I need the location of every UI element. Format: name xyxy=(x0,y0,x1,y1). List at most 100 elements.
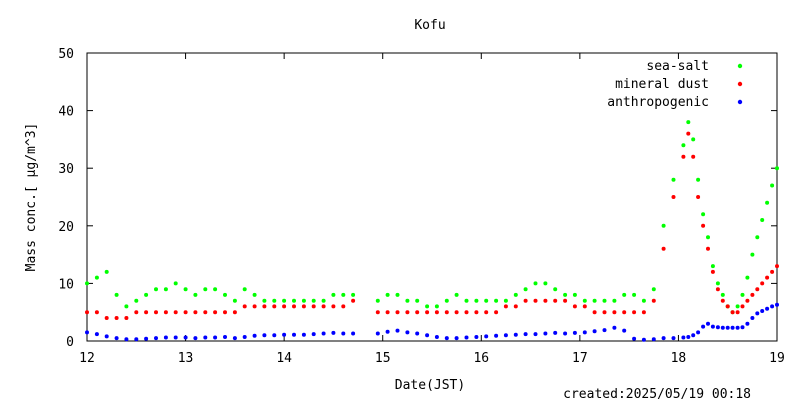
series-sea-salt xyxy=(85,120,779,315)
data-point xyxy=(691,333,696,338)
data-point xyxy=(351,331,356,336)
data-point xyxy=(750,316,755,320)
data-point xyxy=(163,310,168,315)
data-point xyxy=(154,310,158,315)
data-point xyxy=(434,304,439,309)
data-point xyxy=(85,310,89,315)
data-point xyxy=(203,310,208,315)
data-point xyxy=(503,304,508,309)
legend-marker xyxy=(737,99,743,105)
data-point xyxy=(124,337,129,342)
data-point xyxy=(612,310,617,315)
data-point xyxy=(262,333,267,338)
data-point xyxy=(622,292,627,297)
x-tick-label: 16 xyxy=(473,351,489,366)
x-tick-label: 14 xyxy=(276,351,292,366)
data-point xyxy=(341,331,346,336)
data-point xyxy=(651,337,656,342)
data-point xyxy=(681,143,686,148)
data-point xyxy=(415,298,420,303)
data-point xyxy=(641,298,646,303)
data-point xyxy=(425,310,430,315)
data-point xyxy=(602,310,607,315)
data-point xyxy=(533,298,538,303)
data-point xyxy=(701,212,706,217)
data-point xyxy=(632,336,637,341)
data-point xyxy=(114,336,119,341)
data-point xyxy=(282,332,287,337)
data-point xyxy=(503,298,508,303)
data-point xyxy=(681,154,686,159)
x-axis-label: Date(JST) xyxy=(395,378,465,393)
data-point xyxy=(134,310,139,315)
data-point xyxy=(444,336,449,341)
data-point xyxy=(494,333,499,338)
data-point xyxy=(602,328,607,333)
data-point xyxy=(193,292,198,297)
data-point xyxy=(553,298,558,303)
data-point xyxy=(242,335,247,339)
data-point xyxy=(755,311,760,316)
data-point xyxy=(385,329,390,334)
data-point xyxy=(114,292,119,297)
data-point xyxy=(543,331,548,336)
data-point xyxy=(321,298,326,303)
data-point xyxy=(223,335,227,339)
data-point xyxy=(745,321,750,326)
data-point xyxy=(661,336,666,341)
data-point xyxy=(671,195,676,199)
data-point xyxy=(203,335,208,340)
data-points xyxy=(85,120,779,342)
data-point xyxy=(696,195,701,199)
data-point xyxy=(641,337,646,342)
data-point xyxy=(144,310,149,315)
data-point xyxy=(602,298,607,303)
data-point xyxy=(651,287,656,292)
data-point xyxy=(706,246,710,251)
data-point xyxy=(543,298,548,303)
data-point xyxy=(425,304,430,309)
data-point xyxy=(696,330,701,335)
y-tick-label: 50 xyxy=(58,47,74,62)
data-point xyxy=(351,298,356,303)
data-point xyxy=(395,292,400,297)
data-point xyxy=(710,324,715,329)
data-point xyxy=(104,269,109,274)
data-point xyxy=(720,292,725,297)
data-point xyxy=(765,200,770,205)
data-point xyxy=(375,331,380,336)
data-point xyxy=(213,335,218,340)
data-point xyxy=(444,298,449,303)
data-point xyxy=(730,325,735,330)
data-point xyxy=(503,333,508,338)
data-point xyxy=(262,298,267,303)
legend-label: sea-salt xyxy=(646,59,709,74)
data-point xyxy=(592,329,597,334)
data-point xyxy=(592,298,597,303)
data-point xyxy=(641,310,646,315)
data-point xyxy=(395,328,400,333)
data-point xyxy=(331,304,336,309)
data-point xyxy=(523,298,528,303)
data-point xyxy=(755,235,760,240)
data-point xyxy=(720,325,725,330)
data-point xyxy=(701,223,706,228)
legend-label: anthropogenic xyxy=(607,95,709,110)
data-point xyxy=(533,332,538,337)
data-point xyxy=(775,302,779,307)
data-point xyxy=(341,304,346,309)
data-point xyxy=(533,281,538,286)
data-point xyxy=(661,246,666,251)
data-point xyxy=(745,298,750,303)
data-point xyxy=(203,287,208,292)
data-point xyxy=(415,310,420,315)
x-tick-label: 12 xyxy=(79,351,95,366)
data-point xyxy=(223,310,227,315)
data-point xyxy=(523,332,528,337)
data-point xyxy=(715,325,720,330)
data-point xyxy=(612,325,617,330)
data-point xyxy=(661,223,666,228)
data-point xyxy=(252,333,257,338)
data-point xyxy=(94,310,99,315)
